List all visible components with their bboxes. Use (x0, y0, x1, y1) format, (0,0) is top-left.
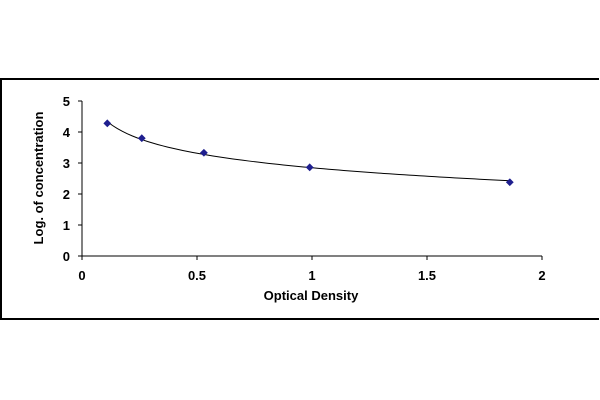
y-axis-label: Log. of concentration (31, 112, 46, 245)
data-point (137, 134, 146, 143)
y-tick-label: 5 (63, 94, 70, 109)
data-point (505, 178, 514, 187)
x-ticks: 0 0.5 1 1.5 2 (78, 256, 546, 283)
x-tick-label: 1.5 (418, 268, 436, 283)
y-tick-label: 2 (63, 187, 70, 202)
data-point (305, 163, 314, 172)
chart-frame (0, 78, 599, 320)
data-point (199, 148, 208, 157)
x-tick-label: 0 (78, 268, 85, 283)
data-points (103, 119, 514, 187)
x-tick-label: 1 (308, 268, 315, 283)
trend-line (106, 121, 510, 182)
y-tick-label: 1 (63, 218, 70, 233)
y-tick-label: 4 (63, 125, 71, 140)
y-tick-label: 0 (63, 249, 70, 264)
data-point (103, 119, 112, 128)
x-tick-label: 2 (538, 268, 545, 283)
x-tick-label: 0.5 (188, 268, 206, 283)
x-axis-label: Optical Density (264, 288, 359, 303)
y-tick-label: 3 (63, 156, 70, 171)
y-ticks: 0 1 2 3 4 5 (63, 94, 82, 264)
